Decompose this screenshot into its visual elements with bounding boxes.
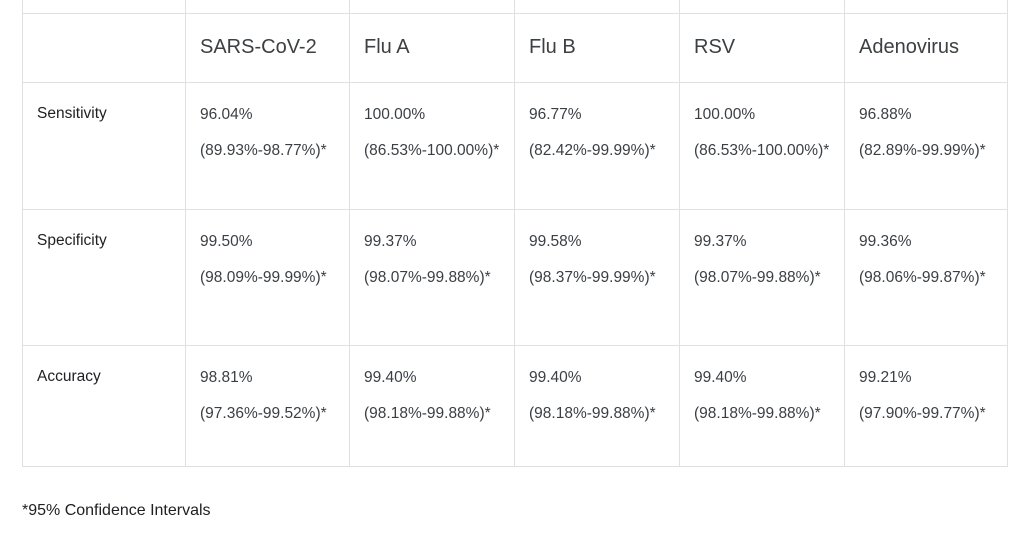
phantom-cell	[844, 0, 1008, 13]
row-label-specificity: Specificity	[22, 208, 186, 346]
header-cell-empty	[22, 12, 186, 83]
table-cell: 96.77% (82.42%-99.99%)*	[514, 81, 680, 210]
table-cell: 99.37% (98.07%-99.88%)*	[349, 208, 515, 346]
cell-value: 98.81%	[200, 368, 253, 386]
cell-confidence-interval: (98.18%-99.88%)*	[694, 404, 821, 422]
table-cell: 99.37% (98.07%-99.88%)*	[679, 208, 845, 346]
phantom-cell	[514, 0, 680, 13]
table-cell: 99.58% (98.37%-99.99%)*	[514, 208, 680, 346]
cell-confidence-interval: (98.07%-99.88%)*	[694, 268, 821, 286]
cell-value: 99.40%	[529, 368, 582, 386]
table-cell: 99.40% (98.18%-99.88%)*	[679, 344, 845, 467]
table-cell: 96.04% (89.93%-98.77%)*	[185, 81, 350, 210]
cell-value: 99.40%	[364, 368, 417, 386]
cell-value: 99.37%	[364, 232, 417, 250]
cell-value: 99.21%	[859, 368, 912, 386]
cell-confidence-interval: (86.53%-100.00%)*	[364, 141, 500, 159]
table-cell: 100.00% (86.53%-100.00%)*	[679, 81, 845, 210]
cell-confidence-interval: (82.89%-99.99%)*	[859, 141, 986, 159]
cell-confidence-interval: (89.93%-98.77%)*	[200, 141, 327, 159]
header-cell-adenovirus: Adenovirus	[844, 12, 1008, 83]
cell-confidence-interval: (98.07%-99.88%)*	[364, 268, 491, 286]
table-row-accuracy: Accuracy 98.81% (97.36%-99.52%)* 99.40% …	[22, 344, 1008, 467]
cell-confidence-interval: (98.18%-99.88%)*	[364, 404, 491, 422]
header-row: SARS-CoV-2 Flu A Flu B RSV Adenovirus	[22, 12, 1008, 83]
phantom-cell	[679, 0, 845, 13]
table-cell: 98.81% (97.36%-99.52%)*	[185, 344, 350, 467]
table-cell: 99.40% (98.18%-99.88%)*	[514, 344, 680, 467]
cell-confidence-interval: (97.36%-99.52%)*	[200, 404, 327, 422]
row-label-accuracy: Accuracy	[22, 344, 186, 467]
confidence-intervals-footnote: *95% Confidence Intervals	[22, 502, 211, 519]
table-cell: 100.00% (86.53%-100.00%)*	[349, 81, 515, 210]
cell-value: 96.04%	[200, 105, 253, 123]
cell-confidence-interval: (98.18%-99.88%)*	[529, 404, 656, 422]
table-cell: 99.40% (98.18%-99.88%)*	[349, 344, 515, 467]
cell-value: 96.88%	[859, 105, 912, 123]
header-cell-sars-cov-2: SARS-CoV-2	[185, 12, 350, 83]
table-cell: 96.88% (82.89%-99.99%)*	[844, 81, 1008, 210]
cell-confidence-interval: (82.42%-99.99%)*	[529, 141, 656, 159]
results-table: SARS-CoV-2 Flu A Flu B RSV Adenovirus Se…	[22, 0, 1008, 467]
cell-value: 99.37%	[694, 232, 747, 250]
cell-confidence-interval: (98.09%-99.99%)*	[200, 268, 327, 286]
table-cell: 99.50% (98.09%-99.99%)*	[185, 208, 350, 346]
header-cell-flu-a: Flu A	[349, 12, 515, 83]
cell-confidence-interval: (97.90%-99.77%)*	[859, 404, 986, 422]
row-label-sensitivity: Sensitivity	[22, 81, 186, 210]
cell-confidence-interval: (98.06%-99.87%)*	[859, 268, 986, 286]
header-cell-flu-b: Flu B	[514, 12, 680, 83]
phantom-cell	[185, 0, 350, 13]
header-cell-rsv: RSV	[679, 12, 845, 83]
cell-value: 99.58%	[529, 232, 582, 250]
cell-confidence-interval: (86.53%-100.00%)*	[694, 141, 830, 159]
table-cell: 99.36% (98.06%-99.87%)*	[844, 208, 1008, 346]
cell-value: 100.00%	[694, 105, 756, 123]
cell-value: 99.50%	[200, 232, 253, 250]
phantom-cell	[349, 0, 515, 13]
cell-value: 100.00%	[364, 105, 426, 123]
table-row-sensitivity: Sensitivity 96.04% (89.93%-98.77%)* 100.…	[22, 81, 1008, 210]
cell-value: 96.77%	[529, 105, 582, 123]
table-row-specificity: Specificity 99.50% (98.09%-99.99%)* 99.3…	[22, 208, 1008, 346]
cell-value: 99.36%	[859, 232, 912, 250]
cell-value: 99.40%	[694, 368, 747, 386]
cropped-row-stub	[22, 0, 1008, 13]
table-cell: 99.21% (97.90%-99.77%)*	[844, 344, 1008, 467]
phantom-cell	[22, 0, 186, 13]
cell-confidence-interval: (98.37%-99.99%)*	[529, 268, 656, 286]
